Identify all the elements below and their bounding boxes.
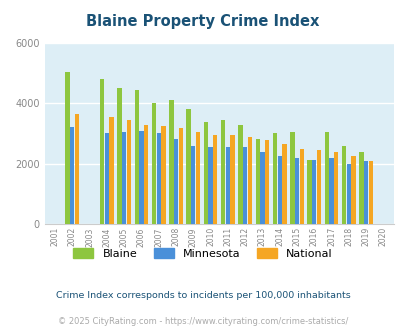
Bar (243, 147, 247, 224)
Bar (255, 139, 259, 224)
Bar (290, 132, 294, 224)
Bar (70, 127, 74, 224)
Bar (316, 150, 320, 224)
Bar (109, 117, 113, 224)
Bar (213, 135, 217, 224)
Bar (350, 156, 355, 224)
Bar (191, 146, 195, 224)
Legend: Blaine, Minnesota, National: Blaine, Minnesota, National (69, 244, 336, 263)
Bar (220, 120, 225, 224)
Bar (75, 114, 79, 224)
Bar (299, 149, 303, 224)
Bar (122, 132, 126, 224)
Bar (169, 100, 173, 224)
Bar (117, 88, 121, 224)
Bar (272, 133, 277, 224)
Bar (346, 164, 350, 224)
Bar (65, 72, 70, 224)
Bar (225, 147, 230, 224)
Bar (104, 133, 109, 224)
Text: Crime Index corresponds to incidents per 100,000 inhabitants: Crime Index corresponds to incidents per… (55, 291, 350, 300)
Bar (260, 152, 264, 224)
Bar (139, 131, 143, 224)
Bar (368, 161, 372, 224)
Bar (341, 147, 345, 224)
Bar (281, 144, 286, 224)
Bar (230, 135, 234, 224)
Bar (277, 156, 281, 224)
Bar (144, 125, 148, 224)
Bar (311, 160, 315, 224)
Bar (134, 90, 139, 224)
Bar (333, 152, 338, 224)
Text: © 2025 CityRating.com - https://www.cityrating.com/crime-statistics/: © 2025 CityRating.com - https://www.city… (58, 317, 347, 326)
Bar (178, 128, 182, 224)
Bar (151, 103, 156, 224)
Bar (208, 147, 212, 224)
Bar (173, 139, 178, 224)
Bar (161, 126, 165, 224)
Bar (195, 132, 200, 224)
Bar (307, 160, 311, 224)
Bar (186, 109, 190, 224)
Text: Blaine Property Crime Index: Blaine Property Crime Index (86, 14, 319, 29)
Bar (247, 137, 252, 224)
Bar (203, 122, 208, 224)
Bar (363, 161, 367, 224)
Bar (358, 152, 363, 224)
Bar (264, 140, 269, 224)
Bar (238, 124, 242, 224)
Bar (100, 79, 104, 224)
Bar (156, 133, 160, 224)
Bar (126, 120, 131, 224)
Bar (324, 132, 328, 224)
Bar (328, 158, 333, 224)
Bar (294, 157, 298, 224)
